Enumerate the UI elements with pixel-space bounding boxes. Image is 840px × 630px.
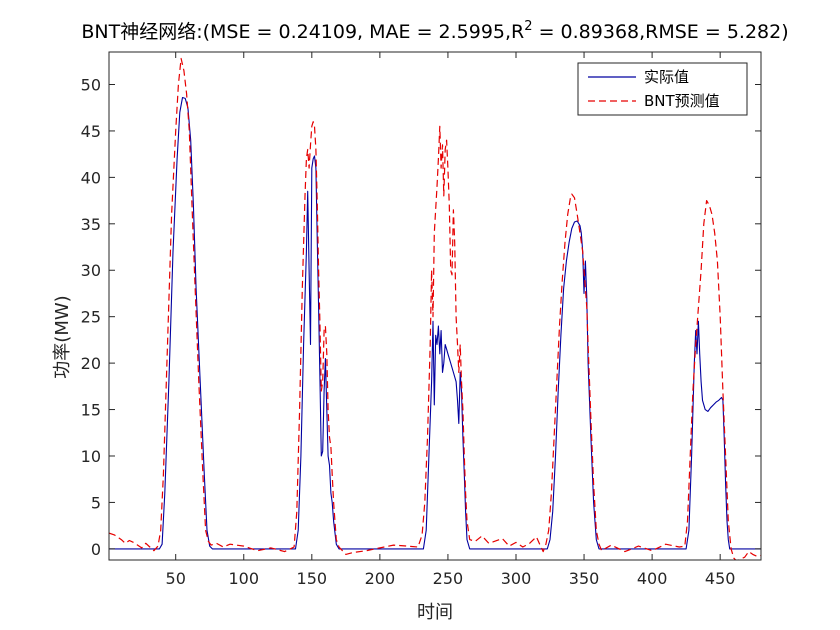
y-tick-label: 30 [81,261,101,280]
y-tick-label: 40 [81,168,101,187]
chart-title-superscript: 2 [524,19,532,34]
legend-box [577,62,748,116]
chart-title-main: BNT神经网络:(MSE = 0.24109, MAE = 2.5995,R [81,21,524,43]
y-tick-label: 15 [81,401,101,420]
chart-title: BNT神经网络:(MSE = 0.24109, MAE = 2.5995,R2 … [81,19,788,43]
y-tick-label: 10 [81,447,101,466]
x-tick-label: 150 [297,569,328,588]
y-tick-label: 20 [81,354,101,373]
y-tick-label: 35 [81,215,101,234]
x-tick-label: 100 [228,569,259,588]
y-tick-label: 5 [91,493,101,512]
y-tick-label: 25 [81,308,101,327]
legend-label-actual: 实际值 [644,68,689,86]
x-tick-label: 350 [569,569,600,588]
x-tick-label: 300 [501,569,532,588]
legend: 实际值 BNT预测值 [577,62,748,116]
x-tick-label: 400 [637,569,668,588]
x-tick-label: 450 [705,569,736,588]
x-tick-label: 200 [365,569,396,588]
plot-background [109,52,761,560]
y-tick-label: 50 [81,76,101,95]
legend-label-predicted: BNT预测值 [644,92,720,110]
y-tick-label: 0 [91,540,101,559]
chart-title-tail: = 0.89368,RMSE = 5.282) [533,21,789,43]
x-tick-label: 250 [433,569,464,588]
series-line-predicted [109,57,761,560]
axes-frame [108,51,762,561]
x-tick-label: 50 [166,569,186,588]
x-axis-label: 时间 [417,602,453,623]
y-tick-label: 45 [81,122,101,141]
plot-area: 50 100 150 200 250 300 350 400 450 0 5 10 15 20 25 30 35… [81,51,762,588]
y-axis-label: 功率(MW) [52,295,73,378]
